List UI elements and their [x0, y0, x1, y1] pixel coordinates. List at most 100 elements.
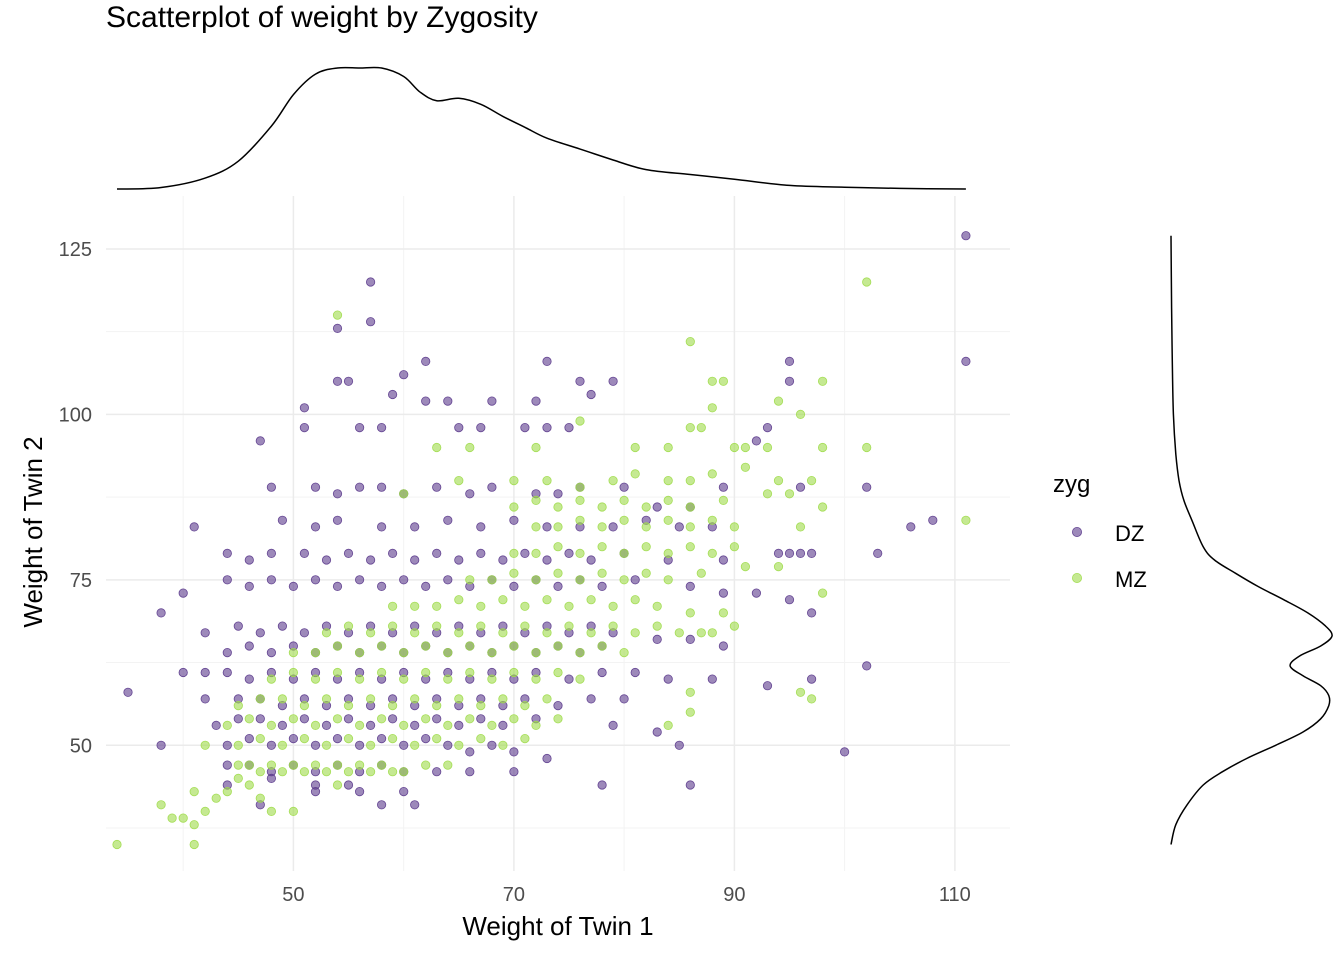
data-point-dz [299, 422, 309, 433]
legend-key-dz [1072, 527, 1083, 538]
data-point-mz [421, 760, 431, 770]
data-point-dz [233, 714, 243, 724]
data-point-mz [608, 475, 618, 486]
data-point-mz [608, 621, 618, 631]
data-point-dz [399, 740, 409, 750]
data-point-mz [762, 442, 773, 453]
data-point-mz [729, 621, 740, 631]
data-point-mz [343, 733, 354, 744]
data-point-dz [839, 747, 850, 757]
data-point-dz [586, 389, 596, 400]
data-point-mz [233, 740, 243, 750]
data-point-mz [332, 641, 343, 651]
data-point-mz [641, 502, 651, 512]
data-point-mz [387, 767, 398, 777]
series-mz [112, 277, 971, 850]
data-point-mz [410, 628, 420, 638]
data-point-dz [608, 376, 618, 386]
data-point-dz [542, 522, 552, 532]
data-point-mz [376, 714, 387, 724]
data-point-mz [553, 667, 563, 678]
data-point-dz [222, 575, 232, 585]
data-point-mz [707, 628, 717, 638]
data-point-mz [432, 442, 442, 453]
data-point-dz [652, 634, 662, 645]
data-point-dz [421, 356, 431, 366]
data-point-dz [387, 548, 398, 559]
data-point-mz [531, 674, 541, 684]
data-point-mz [663, 495, 673, 505]
data-point-dz [553, 581, 563, 592]
data-point-mz [399, 720, 409, 731]
y-axis-title: Weight of Twin 2 [18, 436, 48, 627]
data-point-mz [630, 628, 640, 638]
data-point-mz [332, 714, 343, 724]
data-point-mz [465, 714, 475, 724]
data-point-dz [332, 376, 343, 386]
data-point-mz [575, 515, 585, 525]
data-point-dz [784, 548, 795, 559]
data-point-dz [520, 422, 530, 433]
data-point-dz [773, 548, 784, 559]
data-point-mz [817, 502, 828, 512]
data-point-mz [663, 720, 673, 731]
data-point-mz [233, 773, 243, 784]
legend-key-mz [1072, 573, 1083, 584]
data-point-mz [531, 647, 541, 658]
data-point-mz [332, 310, 343, 320]
data-point-dz [255, 436, 265, 446]
x-tick-label: 70 [503, 884, 525, 906]
data-point-dz [454, 422, 464, 433]
data-point-dz [266, 740, 276, 750]
data-point-dz [685, 581, 695, 592]
data-point-dz [961, 356, 971, 366]
data-point-mz [542, 628, 552, 638]
data-point-dz [376, 733, 387, 744]
data-point-mz [343, 767, 354, 777]
data-point-mz [553, 641, 563, 651]
data-point-mz [597, 542, 607, 552]
data-point-dz [332, 323, 343, 333]
data-point-mz [321, 740, 332, 750]
data-point-dz [354, 786, 365, 797]
data-point-dz [487, 396, 497, 406]
data-point-dz [608, 720, 618, 731]
data-point-mz [387, 621, 398, 631]
data-point-mz [476, 621, 486, 631]
data-point-mz [454, 694, 464, 704]
data-point-mz [862, 442, 872, 453]
data-point-mz [729, 542, 740, 552]
data-point-mz [156, 800, 166, 810]
data-point-mz [531, 495, 541, 505]
data-point-mz [762, 489, 773, 499]
data-point-dz [586, 694, 596, 704]
data-point-dz [509, 747, 519, 757]
data-point-mz [244, 780, 254, 790]
data-point-dz [707, 674, 717, 684]
data-point-dz [178, 588, 188, 598]
data-point-mz [387, 601, 398, 611]
data-point-dz [332, 581, 343, 592]
data-point-mz [487, 647, 497, 658]
data-point-mz [696, 422, 706, 433]
data-point-dz [222, 548, 232, 559]
data-point-mz [189, 820, 199, 830]
data-point-mz [299, 767, 309, 777]
data-point-dz [862, 661, 872, 671]
data-point-mz [277, 767, 287, 777]
data-point-dz [255, 714, 265, 724]
data-point-dz [244, 733, 254, 744]
data-point-dz [244, 674, 254, 684]
data-point-mz [266, 720, 276, 731]
data-point-mz [310, 674, 321, 684]
data-point-mz [354, 760, 365, 770]
data-point-mz [597, 641, 607, 651]
legend-title: zyg [1053, 471, 1090, 498]
data-point-dz [685, 634, 695, 645]
data-point-dz [751, 588, 762, 598]
data-point-mz [740, 442, 751, 453]
data-point-dz [762, 681, 773, 691]
data-point-mz [288, 760, 298, 770]
data-point-dz [299, 548, 309, 559]
